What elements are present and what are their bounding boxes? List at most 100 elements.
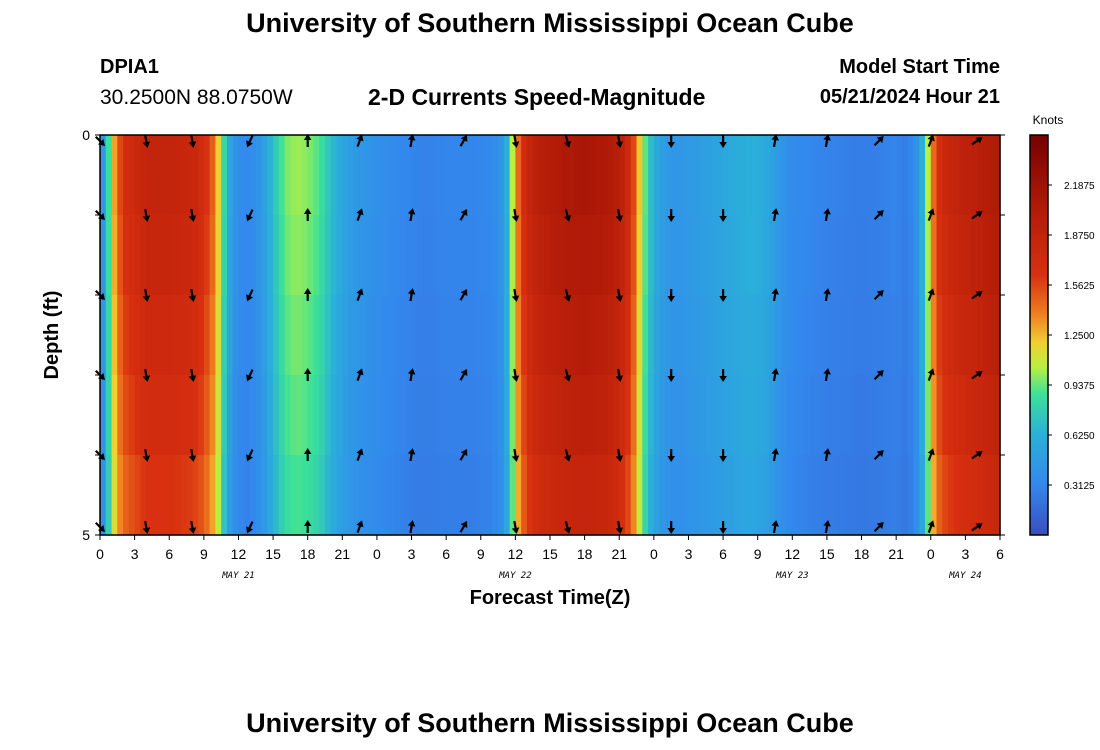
heatmap-cell <box>728 295 736 376</box>
heatmap-cell <box>503 135 511 216</box>
heatmap-cell <box>238 375 245 456</box>
heatmap-cell <box>353 215 361 296</box>
heatmap-cell <box>319 135 326 216</box>
heatmap-cell <box>642 455 649 536</box>
heatmap-cell <box>925 135 932 216</box>
station-coordinates: 30.2500N 88.0750W <box>100 86 293 109</box>
current-vector-arrow <box>511 288 520 302</box>
heatmap-cell <box>942 375 949 456</box>
current-vector-arrow <box>142 520 151 534</box>
speed-heatmap <box>100 135 1001 536</box>
current-vector-arrow <box>511 368 520 382</box>
heatmap-cell <box>867 135 874 216</box>
vector-head <box>876 136 884 143</box>
heatmap-cell <box>261 375 268 456</box>
heatmap-cell <box>757 295 765 376</box>
heatmap-cell <box>221 215 228 296</box>
heatmap-cell <box>146 215 153 296</box>
vector-head <box>876 450 884 457</box>
heatmap-cell <box>475 295 482 376</box>
heatmap-cell <box>625 215 632 296</box>
y-axis-title: Depth (ft) <box>41 291 63 380</box>
current-vector-arrow <box>188 368 197 382</box>
current-vector-arrow <box>971 450 983 460</box>
heatmap-cell <box>717 295 724 376</box>
heatmap-cell <box>561 375 568 456</box>
heatmap-cell <box>405 375 413 456</box>
vector-head <box>246 374 254 382</box>
heatmap-cell <box>919 135 926 216</box>
heatmap-cell <box>826 215 834 296</box>
heatmap-cell <box>382 215 390 296</box>
heatmap-cell <box>803 295 811 376</box>
heatmap-cell <box>325 375 332 456</box>
vector-head <box>771 208 779 215</box>
heatmap-cell <box>175 135 182 216</box>
heatmap-cell <box>123 455 130 536</box>
x-tick-label: 18 <box>854 546 870 562</box>
heatmap-cell <box>596 375 603 456</box>
heatmap-cell <box>942 135 949 216</box>
date-label: MAY 22 <box>498 571 532 581</box>
vector-head <box>460 134 468 143</box>
heatmap-cell <box>936 215 943 296</box>
heatmap-cell <box>648 215 655 296</box>
heatmap-cell <box>273 455 280 536</box>
heatmap-cell <box>457 135 465 216</box>
heatmap-cell <box>203 455 211 536</box>
heatmap-cell <box>296 375 303 456</box>
heatmap-cell <box>278 455 286 536</box>
x-tick-label: 21 <box>335 546 351 562</box>
heatmap-cell <box>301 215 309 296</box>
heatmap-cell <box>105 135 113 216</box>
heatmap-cell <box>336 215 343 296</box>
heatmap-cell <box>226 295 234 376</box>
current-vector-arrow <box>823 520 831 534</box>
vector-head <box>407 520 416 527</box>
heatmap-cell <box>809 455 816 536</box>
heatmap-cell <box>994 295 1001 376</box>
x-tick-label: 3 <box>408 546 416 562</box>
heatmap-cell <box>440 135 447 216</box>
colorbar-tick-label: 0.6250 <box>1064 431 1095 442</box>
heatmap-cell <box>936 295 943 376</box>
heatmap-cell <box>855 375 863 456</box>
current-vector-arrow <box>407 208 416 222</box>
heatmap-cell <box>653 455 661 536</box>
heatmap-cell <box>850 295 857 376</box>
heatmap-cell <box>423 375 430 456</box>
heatmap-cell <box>884 375 891 456</box>
heatmap-cell <box>919 295 926 376</box>
heatmap-cell <box>538 455 545 536</box>
heatmap-cell <box>111 135 118 216</box>
heatmap-cell <box>394 455 401 536</box>
heatmap-cell <box>867 455 874 536</box>
heatmap-cell <box>163 295 170 376</box>
current-vector-arrow <box>188 448 197 462</box>
vector-head <box>719 216 727 222</box>
heatmap-cell <box>457 295 465 376</box>
heatmap-cell <box>642 215 649 296</box>
heatmap-cell <box>244 135 251 216</box>
heatmap-cell <box>296 295 303 376</box>
vector-head <box>823 288 831 295</box>
heatmap-cell <box>400 215 407 296</box>
heatmap-cell <box>111 215 118 296</box>
heatmap-cell <box>405 135 413 216</box>
colorbar-tick-label: 1.2500 <box>1064 331 1095 342</box>
heatmap-cell <box>382 375 390 456</box>
heatmap-cell <box>365 375 372 456</box>
heatmap-cell <box>394 215 401 296</box>
heatmap-cell <box>700 215 707 296</box>
heatmap-cell <box>567 215 574 296</box>
heatmap-cell <box>319 215 326 296</box>
heatmap-cell <box>965 455 972 536</box>
heatmap-cell <box>105 455 113 536</box>
vector-head <box>356 208 364 216</box>
x-tick-label: 6 <box>165 546 173 562</box>
date-label: MAY 23 <box>775 571 809 581</box>
vector-head <box>667 142 675 148</box>
y-tick-label: 0 <box>82 127 90 143</box>
heatmap-cell <box>492 135 499 216</box>
heatmap-cell <box>700 135 707 216</box>
